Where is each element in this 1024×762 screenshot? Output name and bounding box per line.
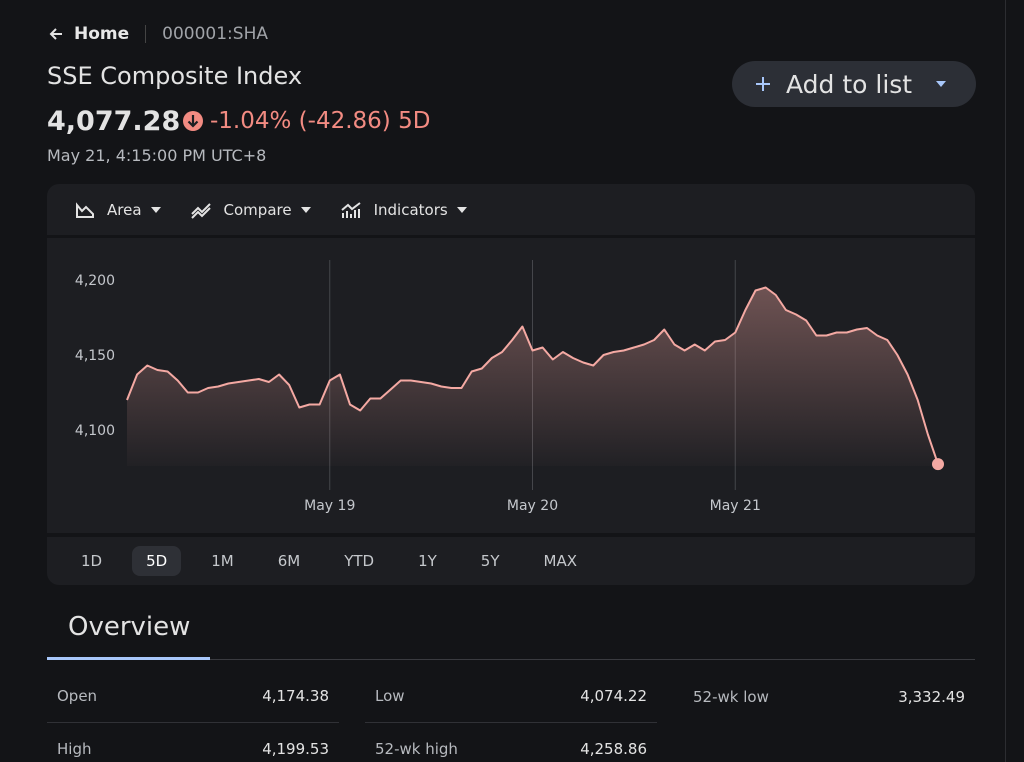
stat-row: Open 4,174.38 [47, 670, 339, 723]
last-point [932, 458, 944, 471]
stat-value: 4,074.22 [580, 687, 647, 705]
area-label: Area [107, 200, 142, 219]
stat-value: 4,258.86 [580, 740, 647, 758]
caret [300, 206, 311, 213]
stat-value: 4,199.53 [262, 740, 329, 758]
down-icon [183, 111, 203, 131]
separator [145, 25, 147, 43]
change: -1.04% (-42.86) 5D [182, 108, 430, 134]
range-option[interactable]: 6M [277, 552, 301, 570]
stat-label: 52-wk high [375, 740, 458, 758]
chart-toolbar: Area Compare Indicators [47, 184, 975, 235]
x-tick-label: May 20 [507, 498, 558, 514]
chart: May 19 May 20 May 21 4,100 4,150 4,200 [75, 260, 944, 514]
price-line [126, 286, 939, 465]
y-tick-label: 4,100 [75, 423, 115, 439]
stat-row: 52-wk low 3,332.49 [683, 670, 975, 723]
add-label: Add to list [786, 69, 913, 99]
chart-panel: May 19 May 20 May 21 4,100 4,150 4,200 [47, 238, 975, 533]
plus-icon [756, 77, 770, 91]
range-option[interactable]: 5D [132, 546, 182, 576]
compare-label: Compare [223, 200, 292, 219]
indicators-button[interactable]: Indicators [340, 201, 468, 219]
add-to-list[interactable]: Add to list [732, 61, 976, 107]
divider [1005, 0, 1006, 762]
indicators-label: Indicators [373, 200, 448, 219]
stat-value: 4,174.38 [262, 687, 329, 705]
area-fill [127, 287, 938, 466]
compare-icon [190, 202, 211, 219]
range-option[interactable]: 1M [211, 552, 234, 570]
back-icon[interactable] [48, 26, 64, 42]
price: 4,077.28 [47, 106, 181, 137]
stat-label: High [57, 740, 92, 758]
overview-tab[interactable]: Overview [68, 612, 191, 642]
stat-row: High 4,199.53 [47, 723, 339, 762]
tab-rule [47, 659, 975, 660]
area-icon [76, 201, 94, 218]
home-link[interactable]: Home [74, 24, 130, 44]
stat-row: 52-wk high 4,258.86 [365, 723, 657, 762]
stat-label: Open [57, 687, 98, 705]
stat-label: Low [375, 687, 405, 705]
breadcrumb: Home 000001:SHA [48, 24, 268, 44]
range-bar: 1D 5D 1M 6M YTD 1Y 5Y MAX [47, 537, 975, 585]
stats-column: Low 4,074.22 52-wk high 4,258.86 [365, 670, 657, 762]
caret [150, 206, 161, 213]
tab-indicator [47, 657, 210, 660]
title: SSE Composite Index [47, 62, 303, 90]
caret [456, 206, 467, 213]
timestamp: May 21, 4:15:00 PM UTC+8 [47, 146, 267, 165]
stat-label: 52-wk low [693, 687, 769, 706]
change-text: -1.04% (-42.86) 5D [210, 108, 431, 134]
ticker: 000001:SHA [162, 24, 268, 44]
indicators-icon [340, 201, 361, 218]
dropdown-icon [936, 81, 947, 87]
stats-column: Open 4,174.38 High 4,199.53 [47, 670, 339, 762]
range-option[interactable]: 1Y [418, 552, 437, 570]
stat-row: Low 4,074.22 [365, 670, 657, 723]
compare-button[interactable]: Compare [190, 201, 312, 219]
stats-column: 52-wk low 3,332.49 [683, 670, 975, 723]
y-tick-label: 4,200 [75, 273, 115, 289]
y-tick-label: 4,150 [75, 348, 115, 364]
range-option[interactable]: 5Y [480, 552, 500, 570]
range-option[interactable]: MAX [543, 552, 577, 570]
area-button[interactable]: Area [75, 201, 162, 219]
x-tick-label: May 21 [710, 498, 761, 514]
stat-value: 3,332.49 [898, 687, 965, 706]
range-option[interactable]: 1D [81, 552, 103, 570]
range-option[interactable]: YTD [344, 552, 375, 570]
x-tick-label: May 19 [304, 498, 355, 514]
